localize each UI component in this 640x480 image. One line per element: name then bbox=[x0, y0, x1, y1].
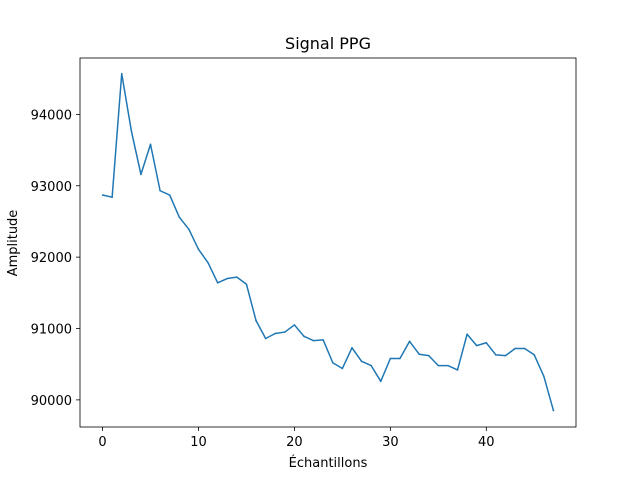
data-point bbox=[418, 353, 420, 356]
data-point bbox=[216, 282, 219, 284]
data-point bbox=[111, 196, 113, 198]
data-point bbox=[130, 130, 133, 132]
x-tick-label: 0 bbox=[98, 435, 106, 450]
data-point bbox=[178, 216, 181, 218]
data-point bbox=[226, 277, 229, 280]
plot-background bbox=[80, 58, 576, 427]
data-point bbox=[437, 364, 440, 367]
data-point bbox=[456, 369, 459, 371]
data-point bbox=[168, 194, 171, 196]
series-points bbox=[101, 72, 555, 412]
data-point bbox=[351, 346, 353, 349]
data-point bbox=[312, 339, 315, 342]
data-point bbox=[552, 409, 555, 412]
data-point bbox=[245, 283, 248, 286]
data-point bbox=[427, 354, 430, 357]
data-point bbox=[332, 361, 334, 364]
data-point bbox=[379, 380, 382, 383]
y-axis-label: Amplitude bbox=[6, 210, 21, 277]
data-point bbox=[523, 347, 526, 350]
data-point bbox=[389, 357, 392, 360]
y-tick-label: 94000 bbox=[31, 108, 72, 123]
data-point bbox=[466, 333, 468, 336]
series-line bbox=[102, 72, 555, 411]
data-point bbox=[236, 276, 238, 278]
data-point bbox=[543, 375, 545, 378]
x-tick-label: 10 bbox=[190, 435, 207, 450]
data-point bbox=[514, 347, 516, 350]
data-point bbox=[264, 337, 267, 340]
data-point bbox=[101, 194, 104, 196]
data-point bbox=[475, 344, 478, 347]
x-tick-label: 40 bbox=[478, 435, 495, 450]
y-tick-label: 92000 bbox=[31, 251, 72, 266]
y-axis-ticks: 90000 91000 92000 93000 94000 bbox=[31, 108, 80, 409]
x-tick-label: 20 bbox=[286, 435, 303, 450]
data-point bbox=[341, 367, 344, 370]
data-point bbox=[293, 324, 296, 326]
data-point bbox=[399, 357, 401, 360]
data-point bbox=[207, 262, 209, 264]
y-tick-label: 91000 bbox=[31, 323, 72, 338]
data-point bbox=[149, 143, 152, 146]
data-point bbox=[360, 360, 363, 363]
data-point bbox=[370, 364, 372, 367]
chart-title: Signal PPG bbox=[285, 34, 371, 53]
data-point bbox=[303, 335, 305, 338]
plot-area bbox=[79, 57, 577, 428]
axes-frame bbox=[79, 57, 577, 428]
x-axis-ticks: 0 10 20 30 40 bbox=[98, 427, 495, 450]
data-point bbox=[284, 331, 286, 333]
data-point bbox=[140, 173, 142, 176]
data-point bbox=[447, 364, 449, 367]
data-point bbox=[322, 339, 325, 341]
data-point bbox=[274, 332, 277, 335]
data-point bbox=[255, 319, 257, 322]
x-tick-label: 30 bbox=[382, 435, 399, 450]
data-point bbox=[197, 248, 200, 251]
y-tick-label: 93000 bbox=[31, 180, 72, 195]
data-point bbox=[188, 228, 190, 231]
data-point bbox=[495, 354, 497, 356]
data-point bbox=[159, 189, 161, 192]
y-tick-label: 90000 bbox=[31, 394, 72, 409]
data-point bbox=[408, 340, 411, 343]
data-point bbox=[504, 354, 507, 357]
x-axis-label: Échantillons bbox=[289, 455, 368, 471]
data-point bbox=[485, 341, 488, 344]
data-point bbox=[533, 354, 536, 356]
data-point bbox=[120, 72, 123, 75]
